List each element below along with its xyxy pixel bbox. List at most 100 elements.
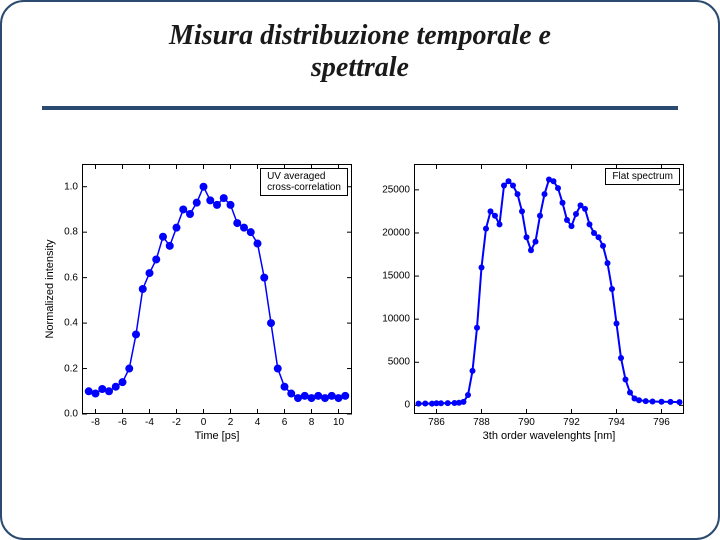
data-point	[519, 208, 525, 214]
y-tick-label: 1.0	[64, 181, 78, 192]
data-point	[267, 319, 275, 327]
data-point	[416, 401, 422, 407]
legend-box: UV averagedcross-correlation	[260, 168, 348, 196]
x-tick-label: -2	[172, 417, 181, 428]
y-tick-label: 0.2	[64, 363, 78, 374]
data-point	[506, 178, 512, 184]
data-point	[112, 383, 120, 391]
x-tick-label: 790	[518, 417, 535, 428]
data-point	[614, 320, 620, 326]
data-point	[422, 400, 428, 406]
data-point	[600, 243, 606, 249]
data-point	[488, 208, 494, 214]
data-point	[573, 211, 579, 217]
title-line-1: Misura distribuzione temporale e	[169, 20, 551, 51]
data-point	[213, 201, 221, 209]
data-point	[659, 399, 665, 405]
data-point	[497, 221, 503, 227]
data-point	[542, 191, 548, 197]
data-point	[146, 269, 154, 277]
data-point	[438, 400, 444, 406]
data-point	[445, 400, 451, 406]
data-point	[596, 234, 602, 240]
data-point	[206, 196, 214, 204]
slide-frame: Misura distribuzione temporale e spettra…	[0, 0, 720, 540]
data-point	[193, 199, 201, 207]
y-tick-label: 0.0	[64, 409, 78, 420]
data-point	[618, 355, 624, 361]
chart-svg	[362, 152, 694, 452]
data-point	[479, 264, 485, 270]
x-tick-label: 6	[282, 417, 288, 428]
title-line-2: spettrale	[311, 52, 409, 83]
legend-box: Flat spectrum	[605, 168, 680, 185]
x-tick-label: 10	[333, 417, 344, 428]
x-tick-label: 4	[255, 417, 261, 428]
data-point	[152, 255, 160, 263]
data-point	[510, 183, 516, 189]
title-underline	[42, 106, 678, 110]
x-tick-label: -6	[118, 417, 127, 428]
data-point	[125, 365, 133, 373]
x-tick-label: 794	[608, 417, 625, 428]
data-point	[461, 399, 467, 405]
data-point	[551, 178, 557, 184]
data-point	[623, 377, 629, 383]
data-point	[501, 183, 507, 189]
data-point	[668, 399, 674, 405]
left-chart-panel: -8-6-4-202468100.00.20.40.60.81.0Time [p…	[30, 152, 362, 452]
data-point	[119, 378, 127, 386]
x-tick-label: 792	[563, 417, 580, 428]
data-point	[524, 234, 530, 240]
x-tick-label: 788	[473, 417, 490, 428]
x-tick-label: 786	[428, 417, 445, 428]
data-point	[341, 392, 349, 400]
data-point	[483, 226, 489, 232]
data-point	[281, 383, 289, 391]
data-point	[179, 205, 187, 213]
x-tick-label: 8	[309, 417, 315, 428]
data-point	[470, 368, 476, 374]
data-point	[132, 330, 140, 338]
data-point	[528, 247, 534, 253]
data-point	[650, 399, 656, 405]
data-point	[92, 390, 100, 398]
data-point	[240, 224, 248, 232]
x-tick-label: 2	[228, 417, 234, 428]
x-tick-label: 0	[201, 417, 207, 428]
data-point	[533, 239, 539, 245]
data-point	[677, 399, 683, 405]
data-point	[254, 240, 262, 248]
data-point	[287, 390, 295, 398]
data-point	[139, 285, 147, 293]
y-tick-label: 10000	[382, 314, 410, 325]
y-tick-label: 5000	[388, 357, 410, 368]
x-axis-title: 3th order wavelenghts [nm]	[414, 430, 684, 442]
data-point	[173, 224, 181, 232]
data-point	[643, 398, 649, 404]
data-point	[605, 260, 611, 266]
right-chart-panel: 7867887907927947960500010000150002000025…	[362, 152, 694, 452]
y-tick-label: 15000	[382, 271, 410, 282]
data-point	[260, 274, 268, 282]
data-point	[465, 392, 471, 398]
y-tick-label: 0.8	[64, 227, 78, 238]
data-point	[227, 201, 235, 209]
data-point	[555, 185, 561, 191]
data-point	[560, 200, 566, 206]
data-point	[492, 213, 498, 219]
data-point	[636, 397, 642, 403]
x-axis-title: Time [ps]	[82, 430, 352, 442]
data-point	[105, 387, 113, 395]
y-tick-label: 25000	[382, 184, 410, 195]
data-point	[186, 210, 194, 218]
data-point	[569, 223, 575, 229]
y-tick-label: 0.6	[64, 272, 78, 283]
slide-title: Misura distribuzione temporale e spettra…	[2, 20, 718, 84]
data-point	[233, 219, 241, 227]
data-point	[247, 228, 255, 236]
data-point	[200, 183, 208, 191]
data-point	[166, 242, 174, 250]
data-point	[474, 325, 480, 331]
data-point	[564, 217, 570, 223]
